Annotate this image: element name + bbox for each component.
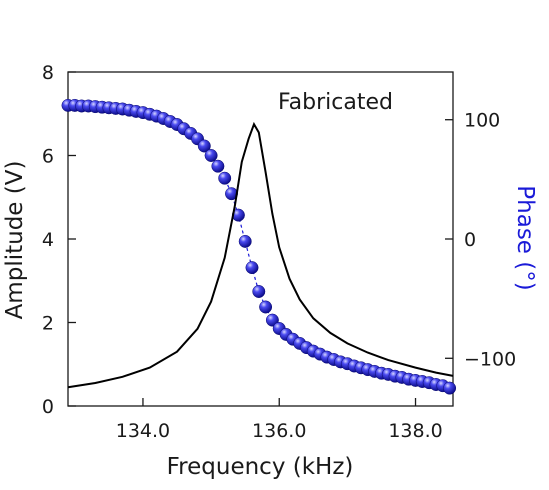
amplitude-line: [67, 121, 454, 389]
y-tick-label: 6: [42, 146, 54, 168]
phase-connector-line: [68, 104, 450, 389]
phase-point: [238, 234, 252, 248]
plot-frame: [67, 71, 454, 407]
phase-point: [197, 139, 211, 153]
phase-series: [61, 98, 457, 395]
x-tick-label: 136.0: [252, 420, 306, 442]
y-tick-label: 8: [42, 62, 54, 84]
plot-border: [67, 71, 454, 407]
y2-tick-label: 0: [464, 229, 476, 251]
y-tick-label: 0: [42, 396, 54, 418]
phase-point: [265, 313, 279, 327]
y-axis-title: Amplitude (V): [2, 161, 28, 320]
x-tick-label: 134.0: [116, 420, 170, 442]
amplitude-series: [67, 121, 454, 389]
y2-axis-title: Phase (°): [512, 185, 538, 290]
x-axis-title: Frequency (kHz): [167, 454, 354, 480]
phase-point: [204, 149, 218, 162]
phase-point: [252, 285, 266, 298]
phase-point: [218, 171, 232, 185]
x-tick-label: 138.0: [388, 420, 442, 442]
phase-point: [259, 300, 273, 314]
y2-tick-label: −100: [464, 348, 516, 370]
phase-point: [245, 261, 259, 275]
y-tick-label: 4: [42, 229, 54, 251]
phase-point: [443, 381, 457, 395]
axes: 0 2 4 6 8 100 0 −100 134.0 136.0 138.0: [42, 62, 516, 442]
phase-point: [211, 159, 225, 173]
y2-tick-label: 100: [464, 110, 500, 132]
chart-annotation: Fabricated: [278, 90, 393, 115]
y-tick-label: 2: [42, 313, 54, 335]
